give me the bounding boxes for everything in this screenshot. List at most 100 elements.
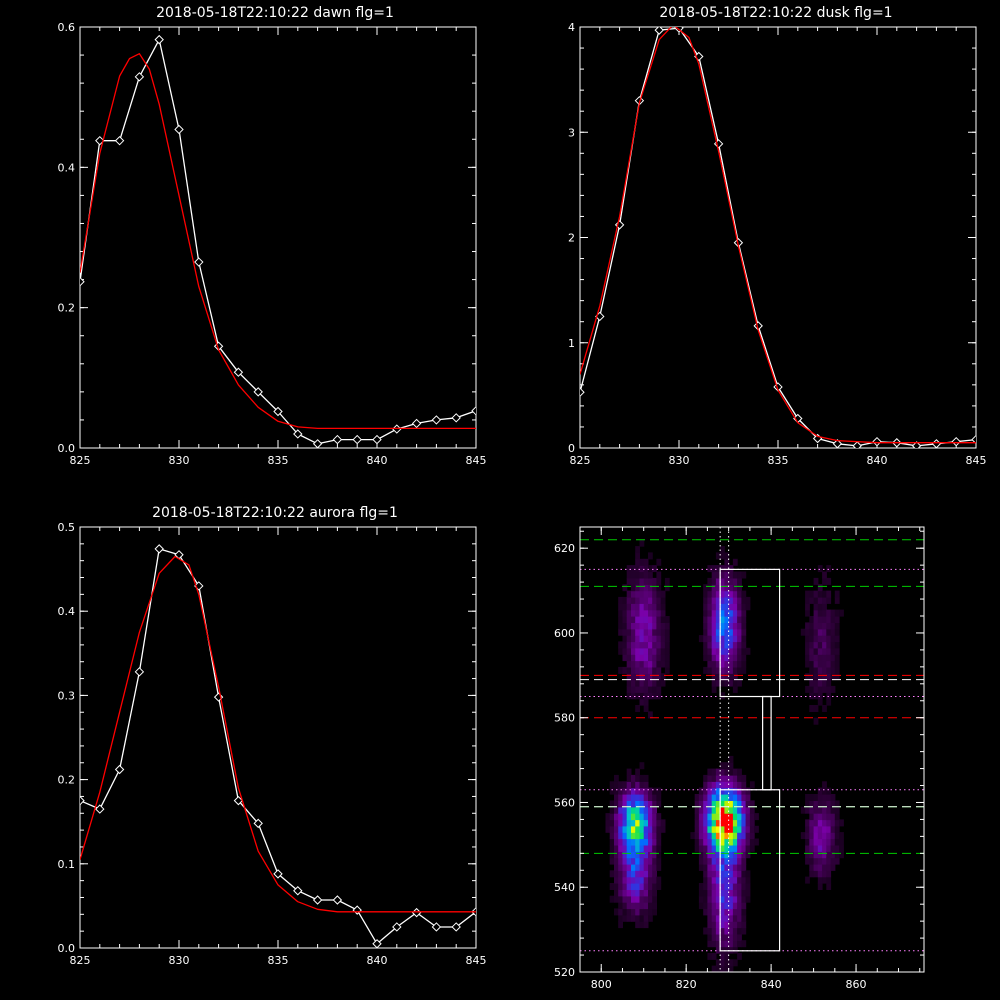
image-pixel xyxy=(656,685,662,693)
image-pixel xyxy=(830,654,836,662)
image-pixel xyxy=(728,876,734,884)
image-pixel xyxy=(737,876,742,884)
image-pixel xyxy=(720,895,725,903)
image-pixel xyxy=(635,558,640,566)
image-pixel xyxy=(720,927,725,935)
image-pixel xyxy=(707,654,713,662)
image-pixel xyxy=(737,902,742,910)
spectrum-x-tick-label: 830 xyxy=(669,454,690,467)
image-pixel xyxy=(618,838,623,846)
image-pixel xyxy=(724,762,730,770)
image-pixel xyxy=(639,921,645,929)
image-pixel xyxy=(737,952,742,960)
image-pixel xyxy=(813,819,819,827)
image-pixel xyxy=(805,838,810,846)
image-pixel xyxy=(635,844,640,852)
image-pixel xyxy=(732,685,738,693)
data-point-marker xyxy=(411,418,422,429)
image-pixel xyxy=(703,616,708,623)
image-pixel xyxy=(749,781,755,789)
image-pixel xyxy=(656,794,662,801)
data-point-marker xyxy=(332,895,343,905)
image-pixel xyxy=(618,616,623,623)
image-pixel xyxy=(830,660,836,668)
image-pixel xyxy=(652,794,657,801)
image-pixel xyxy=(609,787,615,795)
image-pixel xyxy=(639,698,645,706)
image-pixel xyxy=(741,647,747,655)
image-pixel xyxy=(652,800,657,808)
image-pixel xyxy=(822,787,827,795)
image-pixel xyxy=(635,800,640,808)
image-pixel xyxy=(724,883,730,890)
image-pixel xyxy=(639,584,645,592)
image-pixel xyxy=(715,838,721,846)
image-pixel xyxy=(614,832,619,840)
image-pixel xyxy=(826,628,832,636)
image-pixel xyxy=(741,622,747,630)
image-pixel xyxy=(652,635,657,643)
image-pixel xyxy=(822,806,827,814)
image-pixel xyxy=(724,933,730,941)
image-pixel xyxy=(813,851,819,859)
image-pixel xyxy=(724,571,730,579)
plot-area xyxy=(80,544,476,948)
image-pixel xyxy=(724,959,730,967)
image-pixel xyxy=(737,666,742,674)
image-pixel xyxy=(618,851,623,859)
image-pixel xyxy=(830,666,836,674)
image-pixel xyxy=(626,596,632,604)
image-pixel xyxy=(822,870,827,878)
image-pixel xyxy=(732,666,738,674)
image-pixel xyxy=(639,832,645,840)
image-pixel xyxy=(741,571,747,579)
image-pixel xyxy=(720,921,725,929)
image-pixel xyxy=(626,654,632,662)
image-pixel xyxy=(817,883,823,890)
image-pixel xyxy=(626,673,632,681)
image-pixel xyxy=(728,965,734,972)
image-pixel xyxy=(720,832,725,840)
image-pixel xyxy=(728,851,734,859)
image-pixel xyxy=(741,940,747,948)
data-point-marker xyxy=(253,818,263,829)
image-pixel xyxy=(622,889,628,897)
data-point-marker xyxy=(273,869,283,879)
image-pixel xyxy=(834,590,840,598)
image-pixel xyxy=(834,832,840,840)
image-pixel xyxy=(648,813,653,821)
image-pixel xyxy=(614,774,619,782)
image-pixel xyxy=(732,660,738,668)
data-point-marker xyxy=(253,387,263,397)
image-pixel xyxy=(826,787,832,795)
image-pixel xyxy=(822,641,827,649)
image-pixel xyxy=(809,863,815,871)
image-pixel xyxy=(830,641,836,649)
image-pixel xyxy=(737,870,742,878)
image-pixel xyxy=(728,927,734,935)
image-pixel xyxy=(711,908,717,916)
image-pixel xyxy=(822,679,827,687)
image-pixel xyxy=(809,647,815,655)
image-pixel xyxy=(724,857,730,865)
image-pixel xyxy=(745,844,751,852)
image-pixel xyxy=(652,647,657,655)
image-pixel xyxy=(622,883,628,890)
image-pixel xyxy=(631,870,636,878)
image-pixel xyxy=(643,895,649,903)
image-pixel xyxy=(817,609,823,617)
image-pixel xyxy=(724,603,730,611)
image-pixel xyxy=(720,838,725,846)
image-pixel xyxy=(809,673,815,681)
image-pixel xyxy=(626,844,632,852)
image-pixel xyxy=(728,654,734,662)
image-pixel xyxy=(745,787,751,795)
image-pixel xyxy=(817,616,823,623)
image-pixel xyxy=(618,857,623,865)
spectrum-y-tick-label: 0.1 xyxy=(58,858,76,871)
image-pixel xyxy=(635,590,640,598)
image-pixel xyxy=(631,641,636,649)
image-pixel xyxy=(732,857,738,865)
image-pixel xyxy=(631,883,636,890)
image-pixel xyxy=(715,673,721,681)
